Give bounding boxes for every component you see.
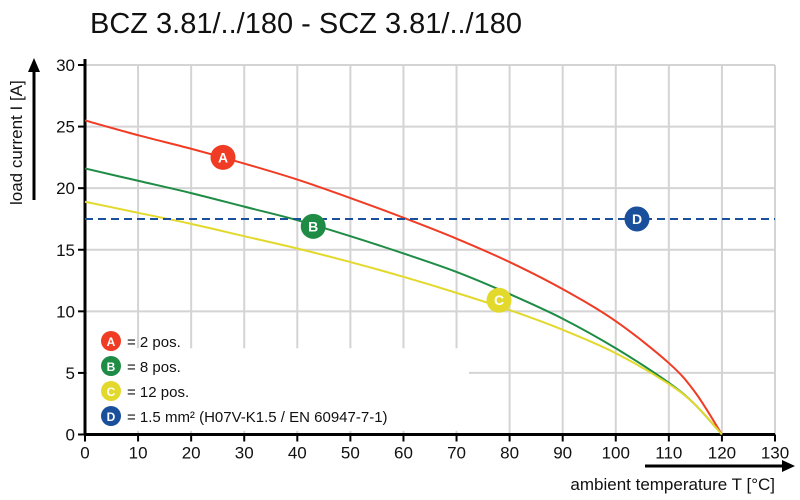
x-tick-label: 120 — [708, 444, 736, 463]
legend-entry: = 12 pos. — [127, 384, 189, 401]
x-tick-label: 50 — [341, 444, 360, 463]
legend-marker-label: A — [107, 335, 116, 349]
series-marker-A — [210, 144, 236, 170]
y-tick-label: 20 — [56, 179, 75, 198]
y-axis-label: load current I [A] — [7, 80, 26, 205]
x-tick-label: 110 — [655, 444, 682, 463]
y-tick-label: 10 — [56, 302, 75, 321]
series-marker-C — [486, 287, 512, 313]
legend-entry: = 1.5 mm² (H07V-K1.5 / EN 60947-7-1) — [127, 409, 388, 426]
x-arrow-head-icon — [782, 460, 795, 472]
legend-entry: = 8 pos. — [127, 359, 181, 376]
legend-marker-B — [101, 356, 121, 376]
y-tick-label: 15 — [56, 241, 75, 260]
y-tick-label: 5 — [66, 364, 75, 383]
series-marker-D — [624, 206, 650, 232]
series-marker-label: C — [494, 292, 504, 308]
x-tick-label: 0 — [80, 444, 89, 463]
series-marker-B — [300, 213, 326, 239]
y-arrow-head-icon — [28, 58, 40, 72]
series-marker-label: D — [632, 211, 642, 227]
x-tick-label: 30 — [235, 444, 254, 463]
legend-entry: = 2 pos. — [127, 334, 181, 351]
series-line-B — [84, 167, 723, 436]
x-tick-label: 100 — [602, 444, 630, 463]
series-marker-label: B — [308, 218, 318, 234]
series-line-C — [84, 200, 723, 436]
legend-marker-A — [101, 331, 121, 351]
x-tick-label: 40 — [288, 444, 307, 463]
x-tick-label: 130 — [761, 444, 789, 463]
x-axis-label: ambient temperature T [°C] — [570, 475, 775, 494]
legend-background — [87, 348, 469, 431]
legend-marker-C — [101, 381, 121, 401]
legend-marker-label: B — [107, 360, 116, 374]
x-tick-label: 20 — [182, 444, 201, 463]
x-tick-label: 90 — [553, 444, 572, 463]
chart-title: BCZ 3.81/../180 - SCZ 3.81/../180 — [90, 8, 522, 40]
series-marker-label: A — [218, 149, 228, 165]
x-tick-label: 60 — [394, 444, 413, 463]
legend-marker-label: D — [107, 410, 116, 424]
x-tick-label: 10 — [129, 444, 148, 463]
x-tick-label: 70 — [447, 444, 466, 463]
y-tick-label: 25 — [56, 118, 75, 137]
legend-marker-D — [101, 406, 121, 426]
y-tick-label: 30 — [56, 56, 75, 75]
legend-marker-label: C — [107, 385, 116, 399]
y-tick-label: 0 — [66, 426, 75, 445]
x-tick-label: 80 — [500, 444, 519, 463]
series-line-A — [84, 119, 723, 436]
